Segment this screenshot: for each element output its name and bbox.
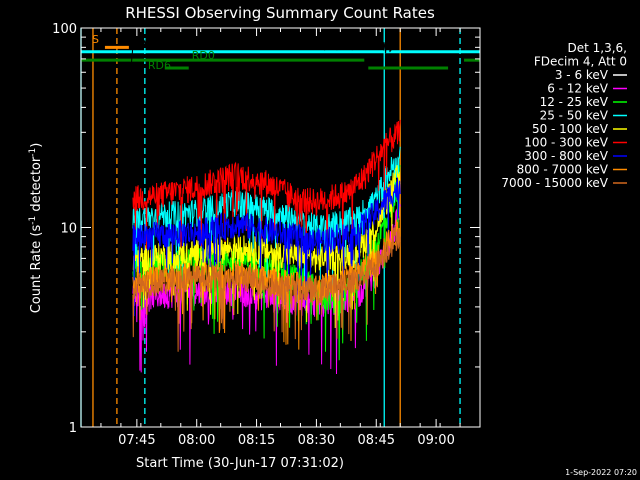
y-label-part: Count Rate (s bbox=[29, 225, 44, 314]
plot-area bbox=[80, 27, 481, 428]
chart-title: RHESSI Observing Summary Count Rates bbox=[125, 4, 435, 22]
series-line bbox=[132, 226, 401, 352]
y-label-sup: -1 bbox=[28, 148, 38, 157]
y-label-sup: -1 bbox=[28, 216, 38, 225]
legend-label: 300 - 800 keV bbox=[524, 149, 608, 163]
annotation-label: S bbox=[92, 33, 99, 46]
legend-label: 7000 - 15000 keV bbox=[501, 176, 608, 190]
y-axis-label: Count Rate (s-1 detector-1) bbox=[28, 143, 44, 314]
legend-label: 800 - 7000 keV bbox=[517, 163, 609, 177]
y-tick-label: 100 bbox=[52, 22, 77, 37]
annotation-label: RD6 bbox=[148, 59, 171, 72]
x-tick-label: 08:30 bbox=[298, 433, 335, 448]
y-tick-label: 10 bbox=[60, 222, 77, 237]
x-tick-label: 08:00 bbox=[178, 433, 215, 448]
y-tick-label: 1 bbox=[69, 421, 77, 436]
legend-label: 25 - 50 keV bbox=[540, 109, 609, 123]
x-tick-label: 09:00 bbox=[417, 433, 454, 448]
series-line bbox=[128, 34, 393, 132]
legend-label: 12 - 25 keV bbox=[540, 95, 609, 109]
x-tick-label: 08:15 bbox=[238, 433, 275, 448]
x-axis: 07:45 08:00 08:15 08:30 08:45 09:00 bbox=[80, 28, 481, 448]
x-tick-label: 07:45 bbox=[118, 433, 155, 448]
legend-label: 6 - 12 keV bbox=[547, 82, 609, 96]
status-bars bbox=[81, 45, 480, 70]
y-label-part: ) bbox=[29, 143, 44, 148]
series-line bbox=[132, 165, 401, 329]
legend-label: 100 - 300 keV bbox=[524, 136, 608, 150]
series-line bbox=[132, 177, 401, 317]
series-line bbox=[132, 119, 401, 276]
annotations: S RD0 RD6 bbox=[92, 33, 215, 72]
y-axis: 1 10 100 bbox=[52, 22, 480, 436]
timestamp: 1-Sep-2022 07:20 bbox=[565, 468, 637, 477]
legend-header: Det 1,3,6, bbox=[568, 41, 628, 55]
legend-label: 3 - 6 keV bbox=[555, 68, 609, 82]
x-axis-label: Start Time (30-Jun-17 07:31:02) bbox=[136, 456, 344, 471]
annotation-label: RD0 bbox=[192, 49, 215, 62]
series-layer bbox=[128, 34, 401, 375]
legend-label: 50 - 100 keV bbox=[532, 122, 609, 136]
y-label-part: detector bbox=[29, 156, 44, 216]
x-tick-label: 08:45 bbox=[358, 433, 395, 448]
legend-header: FDecim 4, Att 0 bbox=[534, 55, 627, 69]
